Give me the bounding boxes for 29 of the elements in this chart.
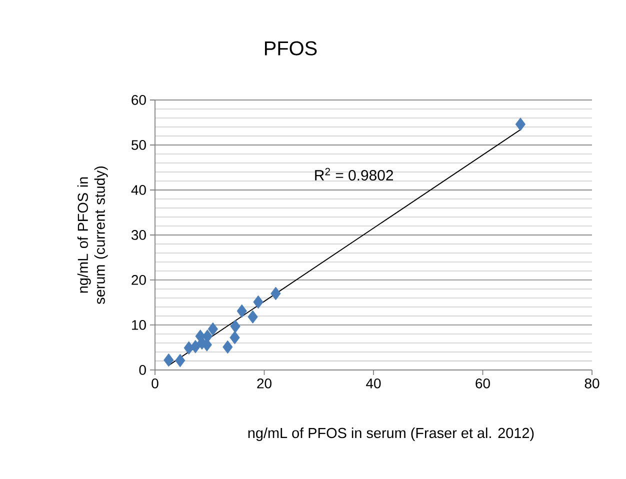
x-tick-label: 80 (584, 378, 600, 388)
x-tick-label: 60 (476, 378, 490, 388)
x-axis-title: ng/mL of PFOS in serum (Fraser et al. 2012) (248, 428, 534, 441)
point (190, 340, 201, 354)
point (515, 118, 526, 131)
y-tick-label: 60 (132, 95, 146, 105)
x-tick-label: 20 (257, 378, 272, 388)
point (202, 330, 213, 343)
point (175, 354, 186, 368)
chart-title: PFOS (264, 41, 317, 56)
point (230, 330, 240, 344)
point (248, 310, 258, 324)
point (222, 340, 233, 354)
point (164, 353, 174, 367)
x-tick-label: 40 (366, 378, 381, 388)
y-tick-label: 50 (132, 140, 146, 150)
y-tick-label: 20 (132, 275, 146, 285)
y-tick-label: 0 (139, 365, 146, 375)
y-tick-label: 30 (132, 230, 146, 240)
point (270, 286, 281, 300)
annotation: R$^{2}$ = 0.9802 (315, 168, 393, 181)
y-axis-title: ng/mL of PFOS in serum (current study) (77, 166, 108, 304)
y-tick-label: 10 (132, 320, 146, 330)
point (253, 295, 264, 309)
point (230, 320, 240, 334)
point (208, 322, 218, 336)
x-tick-label: 0 (152, 378, 158, 388)
y-tick-label: 40 (131, 185, 146, 195)
point (236, 304, 247, 318)
